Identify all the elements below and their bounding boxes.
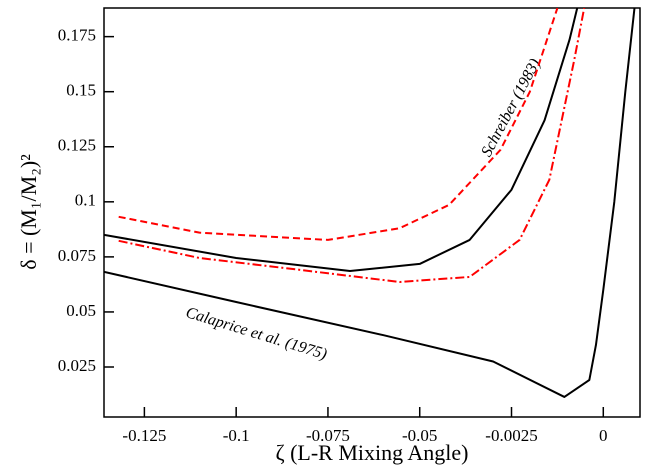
x-tick-label: -0.05	[402, 426, 437, 445]
y-tick-label: 0.15	[66, 81, 96, 100]
y-tick-label: 0.05	[66, 301, 96, 320]
y-axis-label: δ = (M₁/M₂)²	[16, 154, 41, 270]
annotation: Calaprice et al. (1975)	[184, 304, 329, 363]
x-tick-label: -0.0025	[485, 426, 537, 445]
plot-frame	[103, 7, 641, 418]
y-tick-label: 0.125	[58, 136, 96, 155]
x-axis-label: ζ (L-R Mixing Angle)	[275, 440, 468, 465]
curve	[104, 8, 636, 398]
y-tick-label: 0.075	[58, 246, 96, 265]
y-tick-label: 0.175	[58, 26, 96, 45]
x-tick-label: -0.125	[122, 426, 166, 445]
curve	[104, 8, 579, 272]
y-tick-label: 0.025	[58, 356, 96, 375]
x-tick-label: -0.1	[223, 426, 250, 445]
curve	[118, 8, 586, 283]
x-tick-label: -0.075	[306, 426, 350, 445]
curve	[118, 8, 559, 241]
y-tick-label: 0.1	[75, 191, 96, 210]
curves	[104, 8, 636, 398]
x-tick-label: 0	[599, 426, 608, 445]
